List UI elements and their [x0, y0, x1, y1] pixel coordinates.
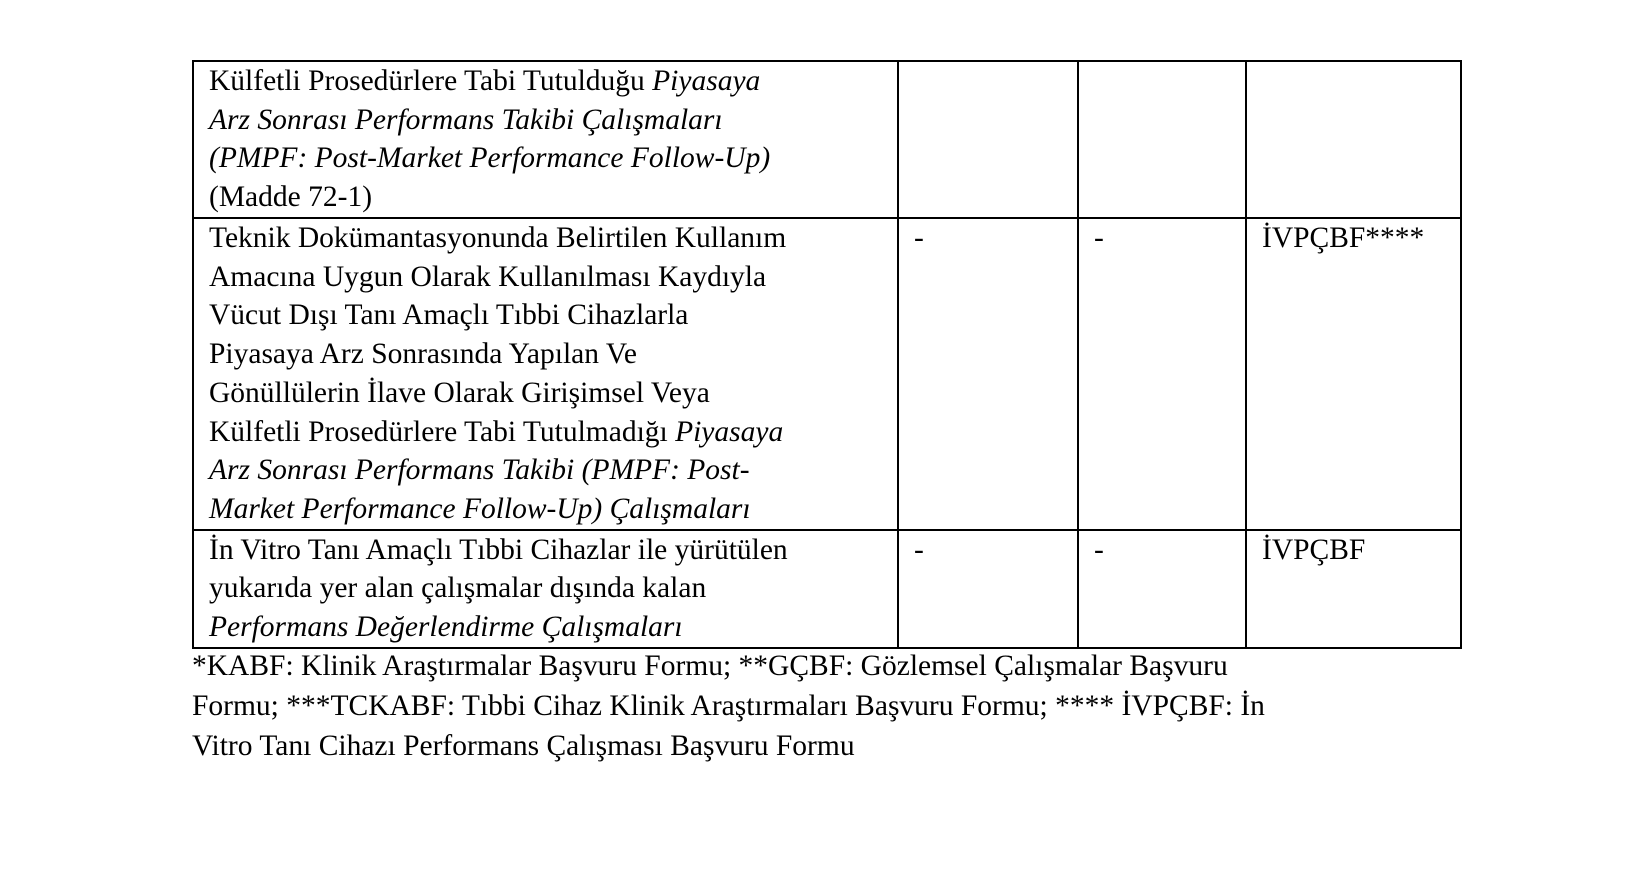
col3-cell: - — [1077, 528, 1247, 649]
table-row: Külfetli Prosedürlere Tabi Tutulduğu Piy… — [192, 60, 1462, 219]
text: Amacına Uygun Olarak Kullanılması Kaydıy… — [209, 260, 767, 293]
text-italic: Arz Sonrası Performans Takibi (PMPF: Pos… — [209, 454, 750, 487]
form-cell: İVPÇBF — [1245, 528, 1462, 649]
col2-cell: - — [897, 528, 1079, 649]
text: Teknik Dokümantasyonunda Belirtilen Kull… — [209, 222, 787, 254]
table-row: Teknik Dokümantasyonunda Belirtilen Kull… — [192, 217, 1462, 531]
text-italic: Market Performance Follow-Up) Çalışmalar… — [209, 492, 751, 525]
col2-cell — [897, 60, 1079, 219]
description-cell: Külfetli Prosedürlere Tabi Tutulduğu Piy… — [192, 60, 899, 219]
description-cell: Teknik Dokümantasyonunda Belirtilen Kull… — [192, 217, 899, 531]
text-italic: Piyasaya — [652, 65, 761, 97]
form-cell — [1245, 60, 1462, 219]
text: Gönüllülerin İlave Olarak Girişimsel Vey… — [209, 376, 710, 409]
text-italic: Arz Sonrası Performans Takibi Çalışmalar… — [209, 103, 723, 136]
footnote-line: Formu; ***TCKABF: Tıbbi Cihaz Klinik Ara… — [192, 690, 1265, 722]
footnote-line: Vitro Tanı Cihazı Performans Çalışması B… — [192, 730, 855, 762]
footnote-line: *KABF: Klinik Araştırmalar Başvuru Formu… — [192, 650, 1228, 682]
col3-cell: - — [1077, 217, 1247, 531]
description-cell: İn Vitro Tanı Amaçlı Tıbbi Cihazlar ile … — [192, 528, 899, 649]
form-cell: İVPÇBF**** — [1245, 217, 1462, 531]
text: Külfetli Prosedürlere Tabi Tutulduğu — [209, 65, 653, 97]
col3-cell — [1077, 60, 1247, 219]
col2-cell: - — [897, 217, 1079, 531]
table-row: İn Vitro Tanı Amaçlı Tıbbi Cihazlar ile … — [192, 528, 1462, 649]
text: yukarıda yer alan çalışmalar dışında kal… — [209, 572, 707, 605]
text: Vücut Dışı Tanı Amaçlı Tıbbi Cihazlarla — [209, 299, 689, 332]
text-italic: (PMPF: Post-Market Performance Follow-Up… — [209, 142, 771, 175]
text: (Madde 72-1) — [209, 181, 373, 214]
study-type-table: Külfetli Prosedürlere Tabi Tutulduğu Piy… — [192, 60, 1462, 649]
text: Piyasaya Arz Sonrasında Yapılan Ve — [209, 338, 637, 371]
text: İn Vitro Tanı Amaçlı Tıbbi Cihazlar ile … — [209, 533, 788, 566]
text-italic: Performans Değerlendirme Çalışmaları — [209, 611, 683, 644]
text: Külfetli Prosedürlere Tabi Tutulmadığı — [209, 415, 676, 448]
footnote: *KABF: Klinik Araştırmalar Başvuru Formu… — [192, 646, 1265, 766]
text-italic: Piyasaya — [675, 415, 784, 448]
